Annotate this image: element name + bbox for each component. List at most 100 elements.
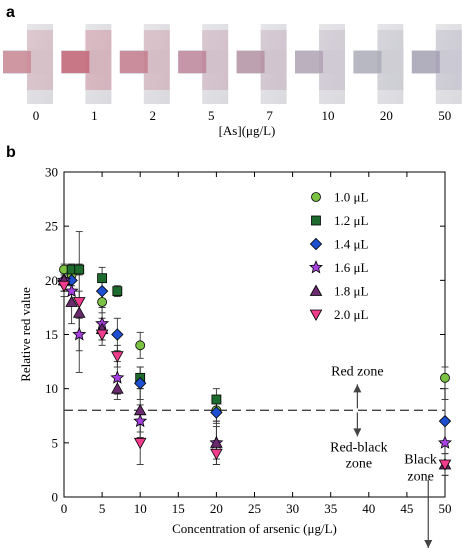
x-tick-label: 45 <box>400 501 413 516</box>
red-black-zone-label: Red-black <box>330 440 388 455</box>
x-tick-label: 50 <box>439 501 452 516</box>
data-point <box>110 370 125 384</box>
strip-arm <box>353 50 404 74</box>
red-zone-label: Red zone <box>331 364 383 379</box>
data-point <box>210 436 223 448</box>
strip-color-diffusion <box>27 30 53 90</box>
legend-marker <box>311 215 321 226</box>
data-point <box>97 297 107 307</box>
strip-label: 1 <box>91 108 98 123</box>
strip-color-diffusion <box>202 30 229 90</box>
black-zone-label-line2: zone <box>407 470 433 485</box>
data-point <box>95 329 109 341</box>
data-point <box>210 448 223 461</box>
y-tick-label: 15 <box>45 327 58 342</box>
legend-item: 1.4 μL <box>309 237 368 252</box>
legend-label: 2.0 μL <box>334 307 368 322</box>
x-tick-label: 15 <box>172 501 185 516</box>
red-black-zone-arrowhead <box>353 428 362 437</box>
x-tick-label: 20 <box>210 501 223 516</box>
data-point <box>74 264 85 275</box>
data-point <box>133 437 147 450</box>
legend-marker <box>311 192 321 202</box>
data-point <box>64 283 79 298</box>
data-point <box>438 414 452 428</box>
data-point <box>72 306 86 318</box>
strip-color-diffusion <box>435 30 462 90</box>
red-black-zone-label-line2: zone <box>346 456 372 471</box>
y-tick-label: 5 <box>52 435 59 450</box>
strip-label: 2 <box>150 108 157 123</box>
data-point <box>440 372 450 383</box>
x-tick-label: 40 <box>362 501 375 516</box>
strip-label: 50 <box>438 108 451 123</box>
test-strip: 10 <box>295 24 345 123</box>
strip-color-zone <box>178 51 207 73</box>
legend-marker <box>309 284 323 296</box>
data-point <box>211 394 222 405</box>
strip-label: 7 <box>266 108 273 123</box>
legend-label: 1.0 μL <box>334 190 368 205</box>
black-zone-arrowhead <box>424 540 433 548</box>
x-tick-label: 5 <box>99 501 106 516</box>
data-point <box>97 273 107 284</box>
strip-color-diffusion <box>319 30 345 90</box>
strip-color-diffusion <box>85 30 112 90</box>
data-point <box>111 328 124 341</box>
test-strip: 50 <box>411 24 462 123</box>
legend-item: 1.0 μL <box>311 190 368 205</box>
data-point <box>135 340 146 351</box>
y-tick-label: 10 <box>45 381 58 396</box>
legend-marker <box>309 260 323 274</box>
strip-color-zone <box>61 51 90 73</box>
y-tick-label: 0 <box>52 490 59 505</box>
black-zone-label: Black <box>404 453 437 468</box>
y-axis-title: Relative red value <box>18 287 33 382</box>
data-point <box>111 382 124 394</box>
legend-label: 1.6 μL <box>334 260 368 275</box>
legend-marker <box>309 237 323 251</box>
test-strip: 2 <box>119 24 170 123</box>
data-point <box>112 286 123 297</box>
strip-arm <box>411 50 462 74</box>
legend-item: 1.8 μL <box>309 284 368 299</box>
test-strip: 7 <box>236 24 287 123</box>
legend-label: 1.2 μL <box>334 213 368 228</box>
x-tick-label: 0 <box>61 501 68 516</box>
legend-item: 1.2 μL <box>311 213 368 228</box>
panel-letter-a: a <box>6 4 15 21</box>
scatter-chart: b 0 5 10 15 20 25 30 35 40 45 50 0 5 10 15 20 25 30 Red z… <box>6 144 452 548</box>
test-strip: 1 <box>61 24 112 123</box>
red-zone-arrowhead <box>353 384 362 393</box>
strip-label: 5 <box>208 108 215 123</box>
strip-color-diffusion <box>143 30 170 90</box>
panel-a-xlabel: [As](μg/L) <box>219 123 276 138</box>
data-point <box>57 280 71 293</box>
test-strip: 0 <box>3 24 53 123</box>
test-strip: 20 <box>353 24 404 123</box>
strip-color-zone <box>119 51 148 73</box>
data-point <box>72 327 87 341</box>
strip-arm <box>295 50 345 74</box>
strip-color-zone <box>3 51 31 73</box>
test-strip: 5 <box>178 24 229 123</box>
strip-label: 20 <box>380 108 393 123</box>
legend-label: 1.4 μL <box>334 237 368 252</box>
strip-color-diffusion <box>260 30 287 90</box>
y-tick-label: 20 <box>45 273 58 288</box>
strip-color-zone <box>236 51 265 73</box>
x-axis-title: Concentration of arsenic (μg/L) <box>172 521 337 536</box>
strip-color-zone <box>353 51 382 73</box>
x-tick-label: 35 <box>324 501 337 516</box>
data-point <box>65 295 78 307</box>
x-tick-label: 10 <box>134 501 147 516</box>
data-point <box>111 351 124 363</box>
legend-item: 1.6 μL <box>309 260 368 275</box>
y-tick-label: 30 <box>45 165 58 180</box>
strip-color-zone <box>411 51 440 73</box>
data-point <box>134 377 147 390</box>
x-tick-label: 30 <box>286 501 299 516</box>
legend-marker <box>309 309 323 321</box>
data-point <box>133 413 148 428</box>
y-tick-label: 25 <box>45 219 58 234</box>
